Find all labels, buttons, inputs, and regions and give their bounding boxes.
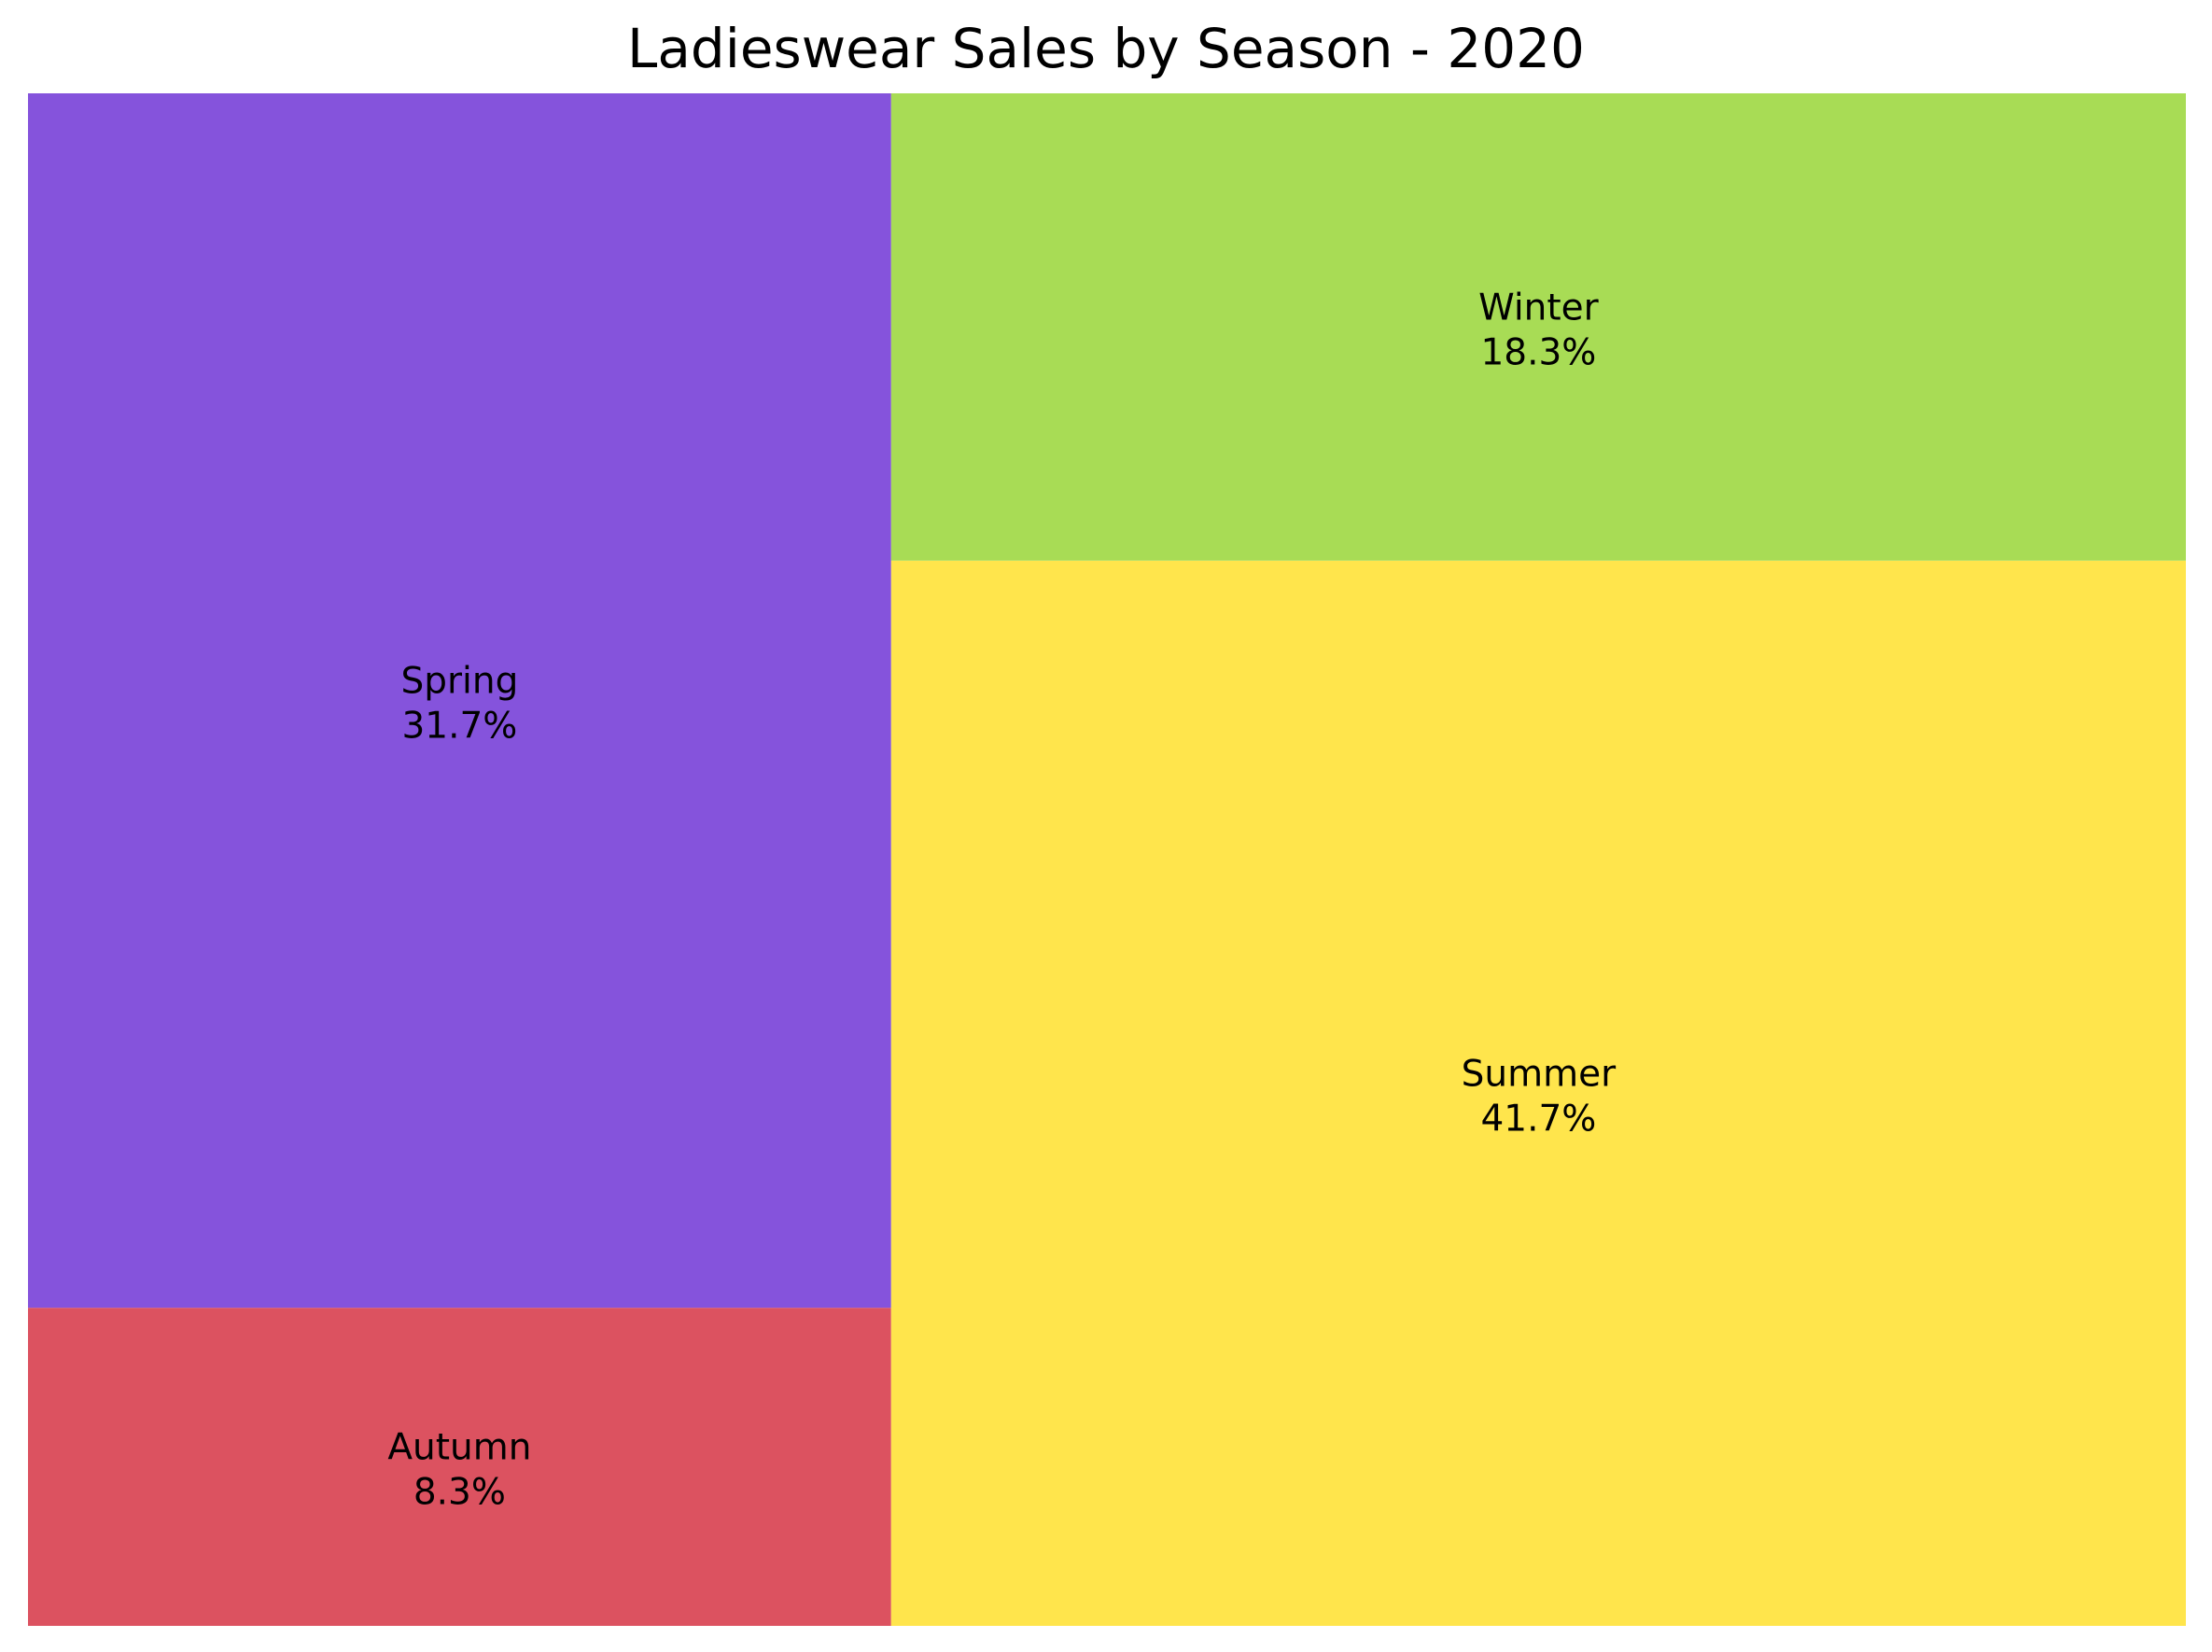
tile-value-winter: 18.3% — [1480, 331, 1596, 373]
tile-label-autumn: Autumn — [387, 1427, 531, 1469]
tile-value-spring: 31.7% — [401, 706, 517, 748]
tile-label-summer: Summer — [1462, 1053, 1617, 1095]
tile-autumn — [28, 1308, 891, 1626]
tile-label-winter: Winter — [1478, 287, 1600, 329]
tile-label-spring: Spring — [400, 661, 518, 703]
tile-summer — [890, 560, 2186, 1626]
tile-value-autumn: 8.3% — [413, 1472, 506, 1514]
tile-winter — [890, 93, 2186, 561]
tile-value-summer: 41.7% — [1480, 1098, 1596, 1140]
chart-title: Ladieswear Sales by Season - 2020 — [627, 17, 1585, 80]
tile-spring — [28, 93, 891, 1309]
